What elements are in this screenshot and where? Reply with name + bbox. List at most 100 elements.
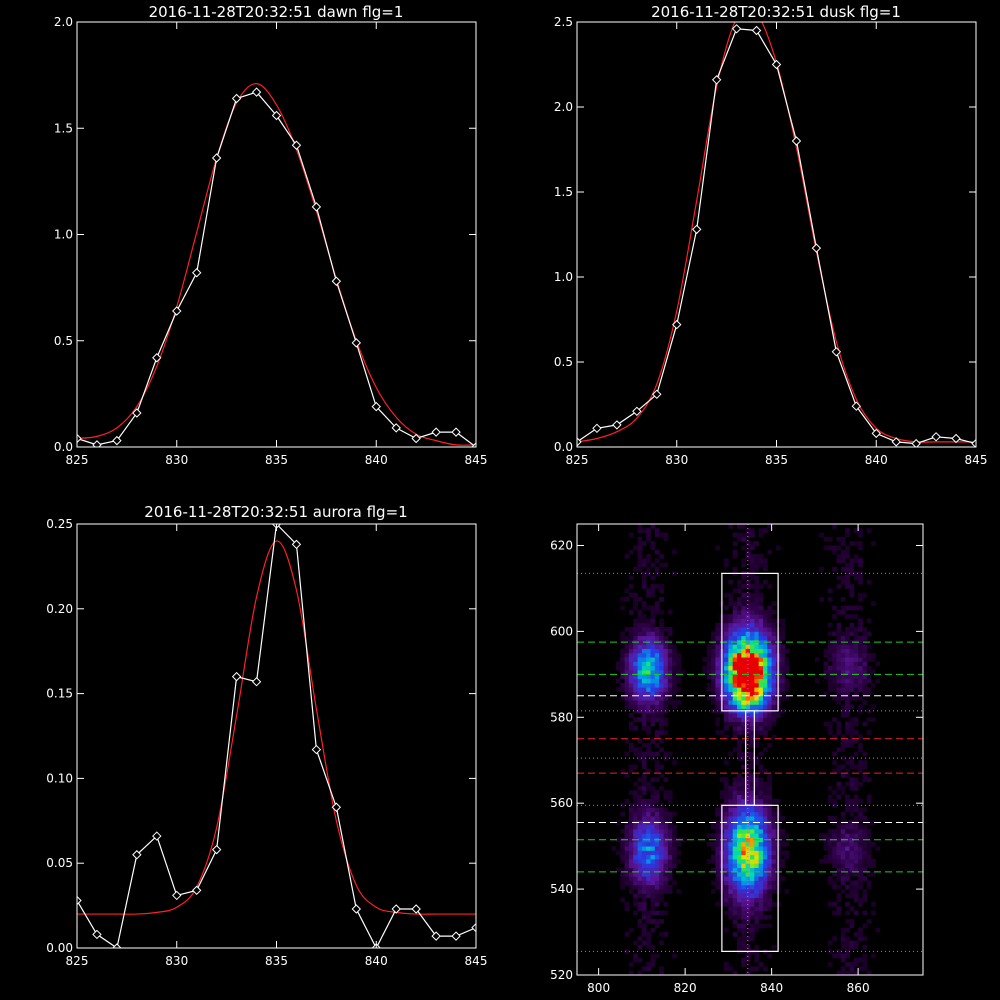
heatmap-pixel bbox=[732, 627, 738, 632]
heatmap-pixel bbox=[650, 678, 656, 684]
heatmap-pixel bbox=[637, 536, 643, 542]
heatmap-pixel bbox=[750, 936, 755, 942]
dusk-ytick-label: 1.0 bbox=[554, 270, 573, 284]
heatmap-pixel bbox=[628, 854, 634, 860]
heatmap-pixel bbox=[667, 670, 673, 675]
heatmap-pixel bbox=[724, 760, 729, 765]
heatmap-pixel bbox=[741, 828, 747, 834]
heatmap-pixel bbox=[849, 940, 855, 946]
heatmap-pixel bbox=[659, 970, 664, 975]
heatmap-pixel bbox=[724, 798, 729, 804]
heatmap-pixel bbox=[737, 665, 742, 671]
heatmap-pixel bbox=[823, 661, 829, 667]
heatmap-pixel bbox=[780, 665, 785, 671]
heatmap-pixel bbox=[849, 833, 855, 838]
heatmap-pixel bbox=[754, 957, 760, 963]
heatmap-pixel bbox=[853, 871, 859, 877]
heatmap-pixel bbox=[862, 936, 868, 942]
heatmap-pixel bbox=[741, 678, 747, 684]
heatmap-pixel bbox=[754, 760, 760, 765]
heatmap-pixel bbox=[624, 704, 630, 710]
heatmap-pixel bbox=[728, 833, 734, 838]
heatmap-pixel bbox=[858, 863, 863, 869]
heatmap-pixel bbox=[827, 730, 833, 735]
heatmap-pixel bbox=[758, 893, 764, 899]
heatmap-pixel bbox=[840, 867, 846, 873]
heatmap-pixel bbox=[866, 854, 872, 860]
heatmap-pixel bbox=[624, 798, 630, 804]
heatmap-pixel bbox=[762, 798, 768, 804]
heatmap-pixel bbox=[654, 953, 660, 959]
heatmap-pixel bbox=[814, 678, 820, 684]
heatmap-pixel bbox=[650, 712, 656, 718]
heatmap-pixel bbox=[758, 914, 764, 920]
heatmap-pixel bbox=[732, 910, 738, 916]
heatmap-pixel bbox=[724, 966, 729, 972]
heatmap-pixel bbox=[762, 833, 768, 838]
heatmap-pixel bbox=[758, 717, 764, 722]
heatmap-pixel bbox=[663, 678, 669, 684]
heatmap-pixel bbox=[840, 631, 846, 637]
heatmap-pixel bbox=[650, 708, 656, 714]
heatmap-pixel bbox=[732, 717, 738, 722]
heatmap-pixel bbox=[862, 966, 868, 972]
heatmap-pixel bbox=[628, 876, 634, 881]
aurora-data-point bbox=[391, 904, 401, 914]
heatmap-pixel bbox=[836, 953, 842, 959]
heatmap-pixel bbox=[767, 807, 773, 813]
heatmap-pixel bbox=[741, 597, 747, 602]
heatmap-pixel bbox=[758, 691, 764, 697]
heatmap-pixel bbox=[758, 622, 764, 628]
heatmap-pixel bbox=[750, 833, 755, 838]
heatmap-pixel bbox=[771, 846, 777, 851]
heatmap-pixel bbox=[633, 665, 638, 671]
heatmap-ytick-label: 540 bbox=[550, 882, 573, 896]
heatmap-pixel bbox=[641, 940, 647, 946]
heatmap-pixel bbox=[654, 871, 660, 877]
heatmap-pixel bbox=[715, 627, 721, 632]
heatmap-pixel bbox=[732, 777, 738, 783]
heatmap-pixel bbox=[849, 884, 855, 890]
heatmap-pixel bbox=[628, 712, 634, 718]
heatmap-pixel bbox=[667, 657, 673, 662]
heatmap-pixel bbox=[849, 962, 855, 967]
heatmap-pixel bbox=[667, 854, 673, 860]
heatmap-pixel bbox=[706, 657, 712, 662]
heatmap-pixel bbox=[836, 670, 842, 675]
dawn-xtick-label: 825 bbox=[66, 453, 89, 467]
heatmap-pixel bbox=[641, 584, 647, 589]
heatmap-pixel bbox=[741, 755, 747, 761]
heatmap-pixel bbox=[754, 682, 760, 688]
heatmap-pixel bbox=[628, 652, 634, 658]
heatmap-pixel bbox=[659, 871, 664, 877]
heatmap-pixel bbox=[836, 970, 842, 975]
heatmap-pixel bbox=[741, 631, 747, 637]
heatmap-pixel bbox=[853, 635, 859, 641]
heatmap-pixel bbox=[840, 648, 846, 654]
heatmap-pixel bbox=[762, 880, 768, 886]
heatmap-pixel bbox=[650, 584, 656, 589]
heatmap-pixel bbox=[845, 575, 850, 581]
heatmap-pixel bbox=[862, 721, 868, 727]
heatmap-pixel bbox=[728, 897, 734, 903]
heatmap-pixel bbox=[780, 644, 785, 649]
heatmap-pixel bbox=[758, 889, 764, 894]
heatmap-pixel bbox=[732, 893, 738, 899]
heatmap-pixel bbox=[654, 768, 660, 774]
dusk-data-point bbox=[731, 24, 742, 34]
heatmap-pixel bbox=[741, 725, 747, 731]
heatmap-pixel bbox=[628, 743, 634, 748]
heatmap-pixel bbox=[628, 747, 634, 753]
heatmap-pixel bbox=[637, 803, 643, 808]
heatmap-pixel bbox=[715, 833, 721, 838]
heatmap-pixel bbox=[741, 657, 747, 662]
heatmap-pixel bbox=[858, 833, 863, 838]
heatmap-pixel bbox=[633, 652, 638, 658]
heatmap-pixel bbox=[624, 670, 630, 675]
heatmap-pixel bbox=[650, 893, 656, 899]
heatmap-pixel bbox=[737, 854, 742, 860]
heatmap-pixel bbox=[633, 678, 638, 684]
heatmap-pixel bbox=[732, 786, 738, 791]
heatmap-pixel bbox=[654, 777, 660, 783]
heatmap-pixel bbox=[858, 562, 863, 568]
